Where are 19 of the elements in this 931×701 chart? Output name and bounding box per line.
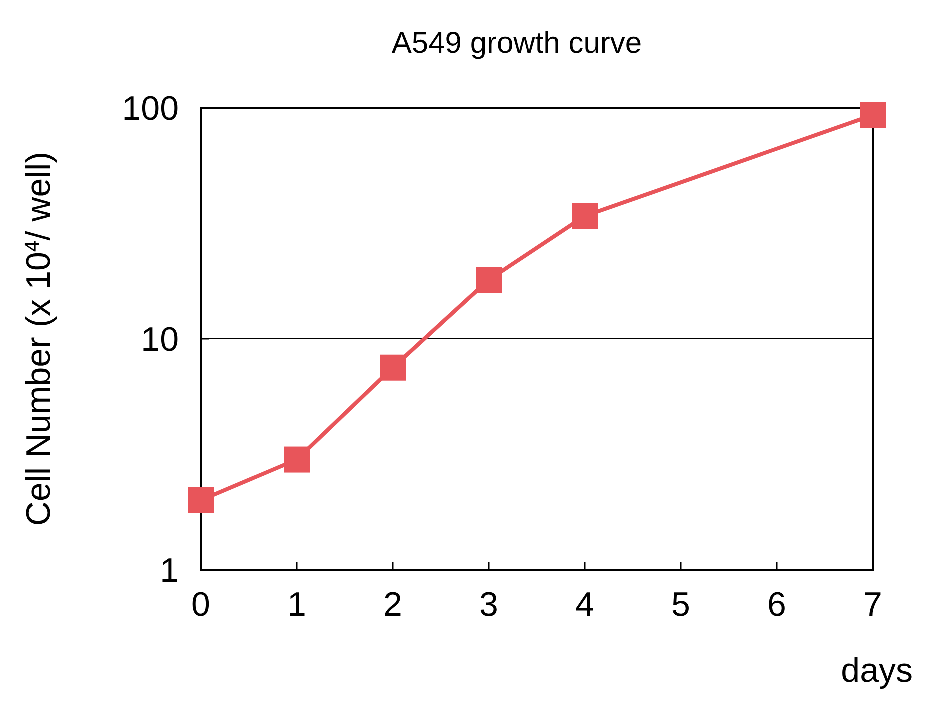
- point: [380, 354, 406, 381]
- point: [476, 267, 502, 294]
- x-tick-label: 0: [192, 586, 210, 624]
- x-tick-label: 6: [768, 586, 786, 624]
- chart-title: A549 growth curve: [392, 27, 642, 60]
- y-tick-label: 1: [160, 552, 179, 590]
- x-tick-label: 5: [672, 586, 690, 624]
- x-tick-label: 3: [480, 586, 498, 624]
- point: [572, 203, 598, 230]
- x-tick-label: 4: [576, 586, 594, 624]
- x-tick-label: 7: [864, 586, 882, 624]
- y-tick-label: 10: [141, 321, 179, 359]
- y-tick-label: 100: [122, 90, 179, 128]
- point: [860, 102, 886, 128]
- point: [284, 446, 310, 473]
- x-axis-title: days: [841, 652, 913, 690]
- x-tick-label: 1: [288, 586, 306, 624]
- x-tick-label: 2: [384, 586, 402, 624]
- point: [188, 487, 214, 514]
